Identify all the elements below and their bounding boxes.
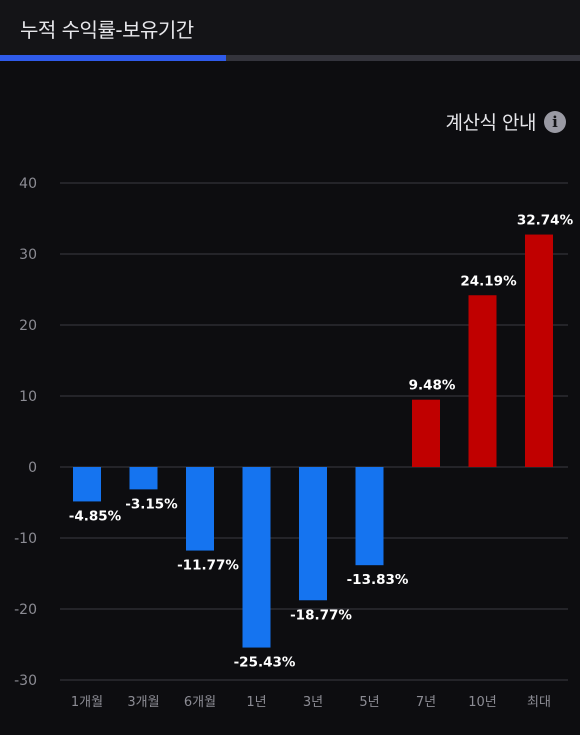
calc-guide-button[interactable]: 계산식 안내 i <box>446 108 566 135</box>
bar-1 <box>129 467 158 490</box>
data-label: 24.19% <box>460 273 517 289</box>
bar-0 <box>73 467 101 502</box>
x-tick-label: 7년 <box>416 695 436 710</box>
x-tick-label: 1개월 <box>71 695 103 710</box>
data-label: -4.85% <box>69 508 122 524</box>
bar-8 <box>525 234 553 467</box>
y-tick-label: 40 <box>19 176 37 192</box>
x-tick-label: 10년 <box>468 695 497 710</box>
y-tick-label: -30 <box>14 673 37 689</box>
y-tick-label: 10 <box>19 389 37 405</box>
data-label: 32.74% <box>517 213 574 229</box>
progress-bar <box>0 55 580 61</box>
data-label: -18.77% <box>290 607 352 623</box>
y-tick-label: -20 <box>14 602 37 618</box>
x-tick-label: 5년 <box>359 695 379 710</box>
progress-fill <box>0 55 227 61</box>
y-tick-label: 0 <box>28 460 37 476</box>
x-tick-label: 1년 <box>246 695 266 710</box>
bar-4 <box>299 467 327 601</box>
calc-guide-label: 계산식 안내 <box>445 112 537 134</box>
x-tick-label: 3개월 <box>127 695 159 710</box>
page-title: 누적 수익률-보유기간 <box>20 18 194 42</box>
info-icon[interactable]: i <box>544 110 566 133</box>
bar-6 <box>412 399 440 467</box>
y-tick-label: 30 <box>19 247 37 263</box>
x-tick-label: 최대 <box>527 695 551 710</box>
bar-3 <box>242 467 271 648</box>
data-label: -11.77% <box>177 558 239 574</box>
bar-5 <box>355 467 384 566</box>
data-label: -25.43% <box>234 655 296 671</box>
bar-7 <box>468 295 497 467</box>
x-tick-label: 6개월 <box>184 695 216 710</box>
bar-2 <box>186 467 214 551</box>
y-tick-label: 20 <box>19 318 37 334</box>
y-tick-label: -10 <box>14 531 37 547</box>
x-tick-label: 3년 <box>303 695 323 710</box>
data-label: -3.15% <box>125 496 178 512</box>
data-label: -13.83% <box>347 572 409 588</box>
data-label: 9.48% <box>409 378 456 394</box>
header-bar: 누적 수익률-보유기간 <box>0 0 580 61</box>
